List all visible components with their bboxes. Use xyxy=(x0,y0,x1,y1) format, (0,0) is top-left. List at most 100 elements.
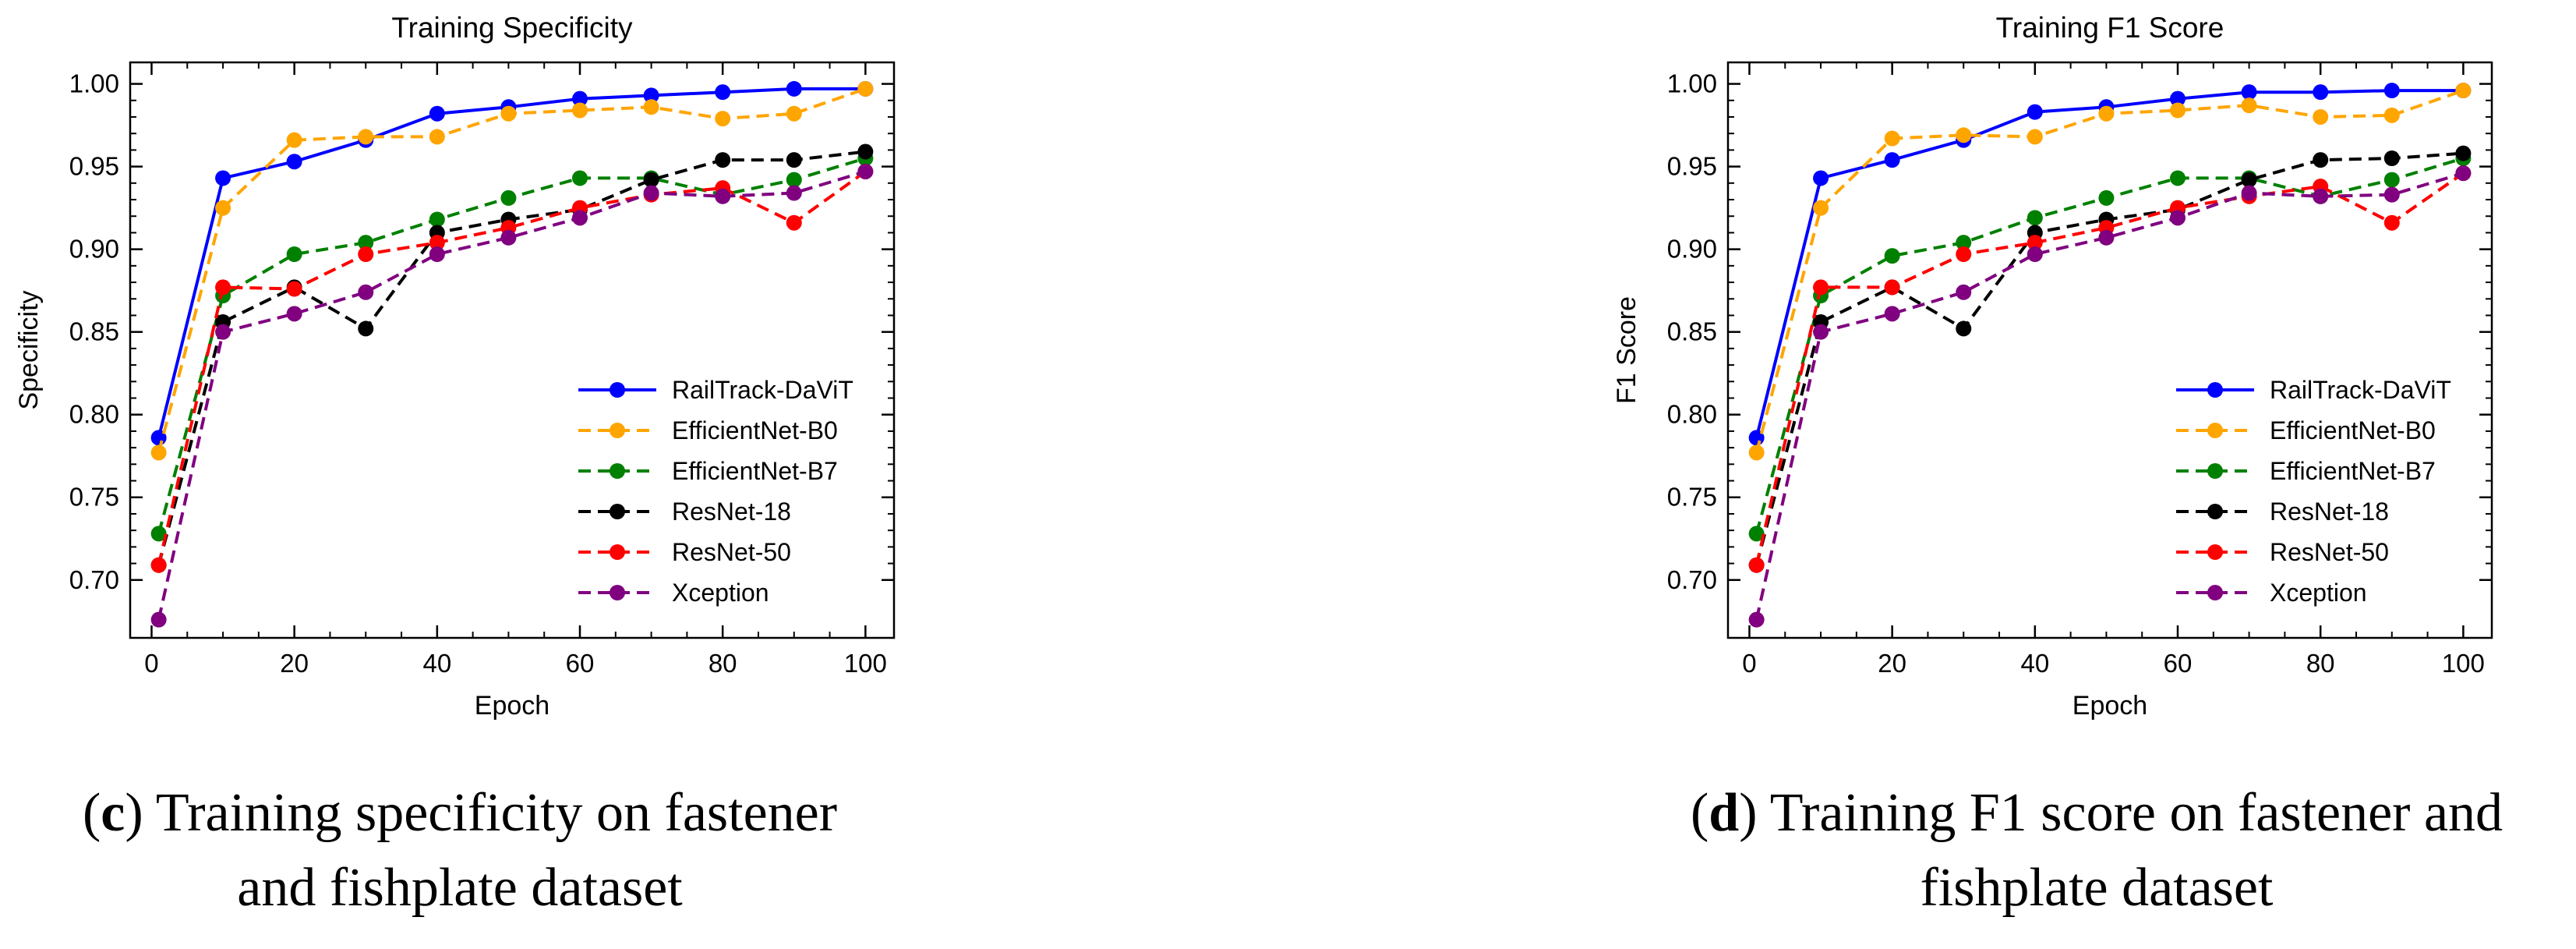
legend-marker xyxy=(2207,504,2223,519)
data-point xyxy=(429,129,445,145)
data-point xyxy=(2170,102,2186,119)
data-point xyxy=(286,154,302,170)
data-point xyxy=(500,229,517,246)
data-point xyxy=(572,90,588,107)
data-point xyxy=(358,246,374,262)
data-point xyxy=(2098,229,2115,246)
legend-label: RailTrack-DaViT xyxy=(672,376,853,404)
data-point xyxy=(286,246,302,262)
data-point xyxy=(786,214,802,231)
y-tick-label: 1.00 xyxy=(69,69,119,98)
legend-label: RailTrack-DaViT xyxy=(2270,376,2451,404)
legend-marker xyxy=(2207,423,2223,438)
data-point xyxy=(286,281,302,297)
data-point xyxy=(2027,235,2043,251)
data-point xyxy=(500,189,517,206)
caption-c-line1: (c) Training specificity on fastener xyxy=(82,783,838,843)
data-point xyxy=(215,279,231,296)
caption-c-text: Training specificity on fastener xyxy=(143,783,838,843)
data-point xyxy=(2455,145,2472,161)
data-point xyxy=(715,111,731,127)
data-point xyxy=(2455,165,2472,182)
data-point xyxy=(2383,83,2400,99)
data-point xyxy=(1748,444,1765,461)
y-tick-label: 0.75 xyxy=(69,483,119,512)
data-point xyxy=(2098,189,2115,206)
data-point xyxy=(643,185,659,201)
data-point xyxy=(1884,279,1900,296)
data-point xyxy=(1956,246,1972,262)
data-point xyxy=(150,557,167,573)
data-point xyxy=(572,170,588,186)
chart-title: Training Specificity xyxy=(391,12,633,44)
data-point xyxy=(1748,611,1765,628)
x-tick-label: 40 xyxy=(2020,649,2049,678)
data-point xyxy=(215,200,231,216)
data-point xyxy=(215,324,231,340)
x-tick-label: 60 xyxy=(2164,649,2193,678)
y-tick-label: 0.70 xyxy=(1667,565,1717,594)
plot-frame xyxy=(129,61,896,639)
data-point xyxy=(500,105,517,122)
chart-training-f1-score: Training F1 Score 0 20 40 60 80 100 0.70 0.75 0.8… xyxy=(1612,12,2493,721)
data-point xyxy=(2170,210,2186,226)
legend-label: EfficientNet-B0 xyxy=(2270,416,2436,444)
data-point xyxy=(1884,306,1900,322)
data-point xyxy=(2383,150,2400,166)
caption-d: (d) Training F1 score on fastener and fi… xyxy=(1617,776,2576,926)
y-tick-label: 0.70 xyxy=(69,565,119,594)
data-point xyxy=(1813,170,1829,186)
data-point xyxy=(572,210,588,226)
data-point xyxy=(715,84,731,101)
legend-label: EfficientNet-B0 xyxy=(672,416,838,444)
caption-d-line1: (d) Training F1 score on fastener and xyxy=(1690,783,2504,843)
legend-marker xyxy=(610,544,625,560)
data-point xyxy=(150,444,167,461)
series-line-5 xyxy=(157,170,866,621)
data-point xyxy=(2313,188,2329,204)
x-tick-label: 0 xyxy=(144,649,158,678)
data-point xyxy=(358,235,374,251)
data-point xyxy=(2098,105,2115,122)
data-point xyxy=(2313,108,2329,125)
data-point xyxy=(786,185,802,201)
data-point xyxy=(429,235,445,251)
data-point xyxy=(2313,152,2329,168)
caption-d-label: d xyxy=(1708,783,1740,843)
data-point xyxy=(2241,84,2257,101)
data-point xyxy=(857,80,874,97)
data-point xyxy=(1956,127,1972,143)
data-point xyxy=(1884,248,1900,264)
legend-label: Xception xyxy=(672,579,769,607)
data-point xyxy=(1956,320,1972,337)
data-point xyxy=(2455,83,2472,99)
x-tick-label: 20 xyxy=(1878,649,1906,678)
y-tick-label: 0.80 xyxy=(69,400,119,429)
data-point xyxy=(2313,84,2329,101)
legend-marker xyxy=(610,504,625,519)
legend-label: Xception xyxy=(2270,579,2367,607)
y-tick-label: 0.95 xyxy=(1667,152,1717,181)
legend-marker xyxy=(2207,544,2223,560)
data-point xyxy=(150,526,167,542)
data-point xyxy=(786,105,802,122)
data-point xyxy=(643,172,659,188)
series-line-4 xyxy=(1754,172,2465,566)
series-line-5 xyxy=(1754,172,2464,621)
data-point xyxy=(2027,210,2043,226)
data-point xyxy=(2383,172,2400,188)
legend-label: ResNet-18 xyxy=(2270,498,2389,526)
data-point xyxy=(715,152,731,168)
data-point xyxy=(2027,104,2043,120)
legend-marker xyxy=(2207,585,2223,600)
caption-c-line2: and fishplate dataset xyxy=(237,858,683,918)
x-tick-label: 0 xyxy=(1742,649,1756,678)
y-tick-label: 0.80 xyxy=(1667,400,1717,429)
legend-marker xyxy=(610,463,625,479)
data-point xyxy=(429,246,445,262)
data-point xyxy=(857,163,874,179)
y-tick-label: 0.85 xyxy=(69,317,119,346)
data-point xyxy=(1813,324,1829,340)
data-point xyxy=(1884,152,1900,168)
